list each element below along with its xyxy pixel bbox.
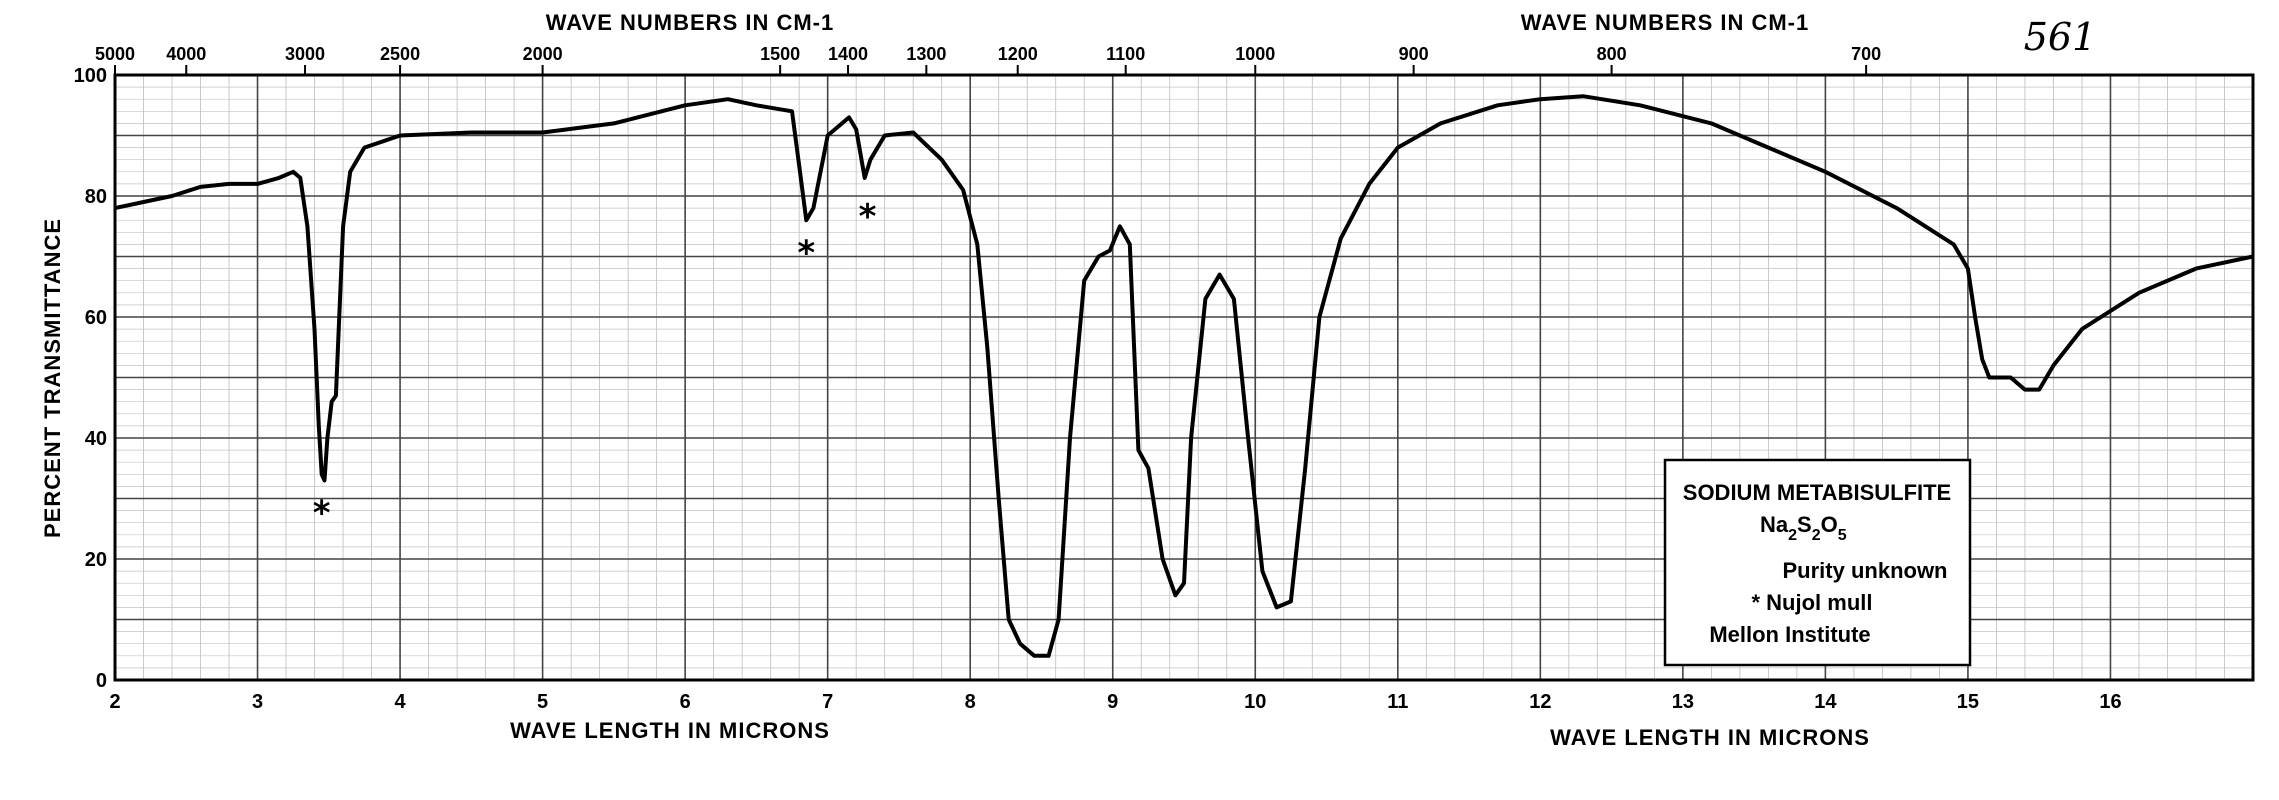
x-tick-label: 3 bbox=[252, 691, 263, 713]
top-tick-label: 1400 bbox=[828, 44, 868, 64]
x-tick-label: 9 bbox=[1107, 691, 1118, 713]
bottom-axis-label-left: WAVE LENGTH IN MICRONS bbox=[510, 718, 830, 743]
y-axis-label: PERCENT TRANSMITTANCE bbox=[40, 218, 65, 538]
x-tick-label: 11 bbox=[1387, 691, 1408, 713]
formula-sub-2a: 2 bbox=[1788, 527, 1797, 544]
y-tick-label: 40 bbox=[85, 428, 107, 450]
top-axis-label-right: WAVE NUMBERS IN CM-1 bbox=[1521, 10, 1810, 35]
x-tick-label: 7 bbox=[822, 691, 833, 713]
handwritten-note: 561 bbox=[2024, 15, 2097, 59]
legend-line-nujol: * Nujol mull bbox=[1752, 590, 1873, 615]
top-tick-label: 2500 bbox=[380, 44, 420, 64]
y-tick-label: 100 bbox=[74, 65, 107, 87]
top-tick-label: 700 bbox=[1851, 44, 1881, 64]
legend-line-institute: Mellon Institute bbox=[1709, 622, 1870, 647]
nujol-marker: * bbox=[313, 494, 331, 534]
top-tick-label: 800 bbox=[1597, 44, 1627, 64]
x-tick-label: 13 bbox=[1672, 691, 1694, 713]
x-tick-label: 6 bbox=[680, 691, 691, 713]
x-tick-label: 14 bbox=[1814, 691, 1837, 713]
top-tick-label: 4000 bbox=[166, 44, 206, 64]
top-tick-label: 1300 bbox=[906, 44, 946, 64]
top-axis-ticks: 5000 4000 3000 2500 2000 1500 1400 1300 1200 1100… bbox=[95, 44, 1881, 75]
legend-title: SODIUM METABISULFITE bbox=[1683, 480, 1951, 505]
top-tick-label: 2000 bbox=[523, 44, 563, 64]
x-tick-label: 12 bbox=[1529, 691, 1551, 713]
plot-frame bbox=[113, 73, 2255, 682]
x-tick-label: 16 bbox=[2099, 691, 2121, 713]
x-tick-label: 8 bbox=[965, 691, 976, 713]
y-tick-label: 60 bbox=[85, 307, 107, 329]
legend-frame bbox=[1663, 458, 1972, 667]
top-tick-label: 1500 bbox=[760, 44, 800, 64]
y-axis-ticks: 0 20 40 60 80 100 bbox=[74, 65, 107, 692]
x-axis-ticks: 2 3 4 5 6 7 8 9 10 11 12 13 14 15 16 bbox=[109, 691, 2121, 713]
y-tick-label: 0 bbox=[96, 670, 107, 692]
x-tick-label: 4 bbox=[395, 691, 407, 713]
y-tick-label: 20 bbox=[85, 549, 107, 571]
spectrum-line bbox=[114, 94, 2254, 658]
top-tick-label: 3000 bbox=[285, 44, 325, 64]
top-tick-label: 900 bbox=[1399, 44, 1429, 64]
x-tick-label: 15 bbox=[1957, 691, 1979, 713]
top-axis-label-left: WAVE NUMBERS IN CM-1 bbox=[546, 10, 835, 35]
nujol-markers: * * * bbox=[313, 197, 877, 533]
top-tick-label: 5000 bbox=[95, 44, 135, 64]
top-tick-label: 1100 bbox=[1106, 44, 1145, 64]
y-tick-label: 80 bbox=[85, 186, 107, 208]
nujol-marker: * bbox=[859, 197, 877, 237]
top-tick-label: 1200 bbox=[998, 44, 1038, 64]
bottom-axis-label-right: WAVE LENGTH IN MICRONS bbox=[1550, 725, 1870, 750]
legend-line-purity: Purity unknown bbox=[1783, 558, 1948, 583]
x-tick-label: 10 bbox=[1244, 691, 1266, 713]
x-tick-label: 5 bbox=[537, 691, 548, 713]
formula-sub-2b: 2 bbox=[1812, 527, 1821, 544]
formula-sub-5: 5 bbox=[1838, 527, 1847, 544]
top-tick-label: 1000 bbox=[1235, 44, 1275, 64]
formula-na: Na bbox=[1760, 512, 1789, 537]
formula-o: O bbox=[1821, 512, 1838, 537]
legend-box: SODIUM METABISULFITE Na2S2O5 Purity unkn… bbox=[1663, 458, 1972, 667]
x-tick-label: 2 bbox=[109, 691, 120, 713]
legend-formula: Na2S2O5 bbox=[1760, 512, 1847, 544]
formula-s: S bbox=[1797, 512, 1812, 537]
nujol-marker: * bbox=[797, 233, 815, 273]
